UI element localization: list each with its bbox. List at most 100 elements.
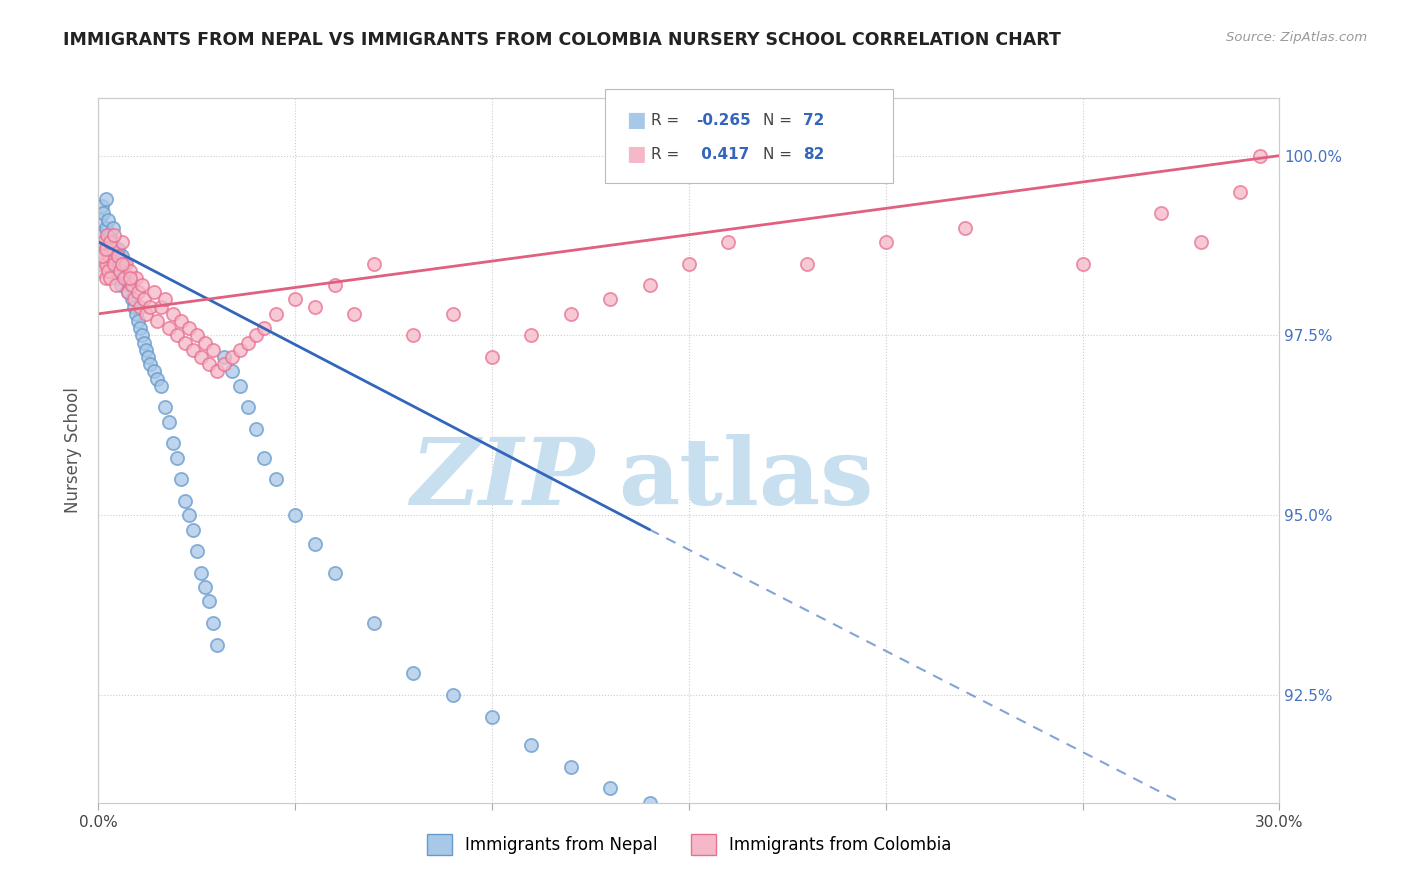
Point <box>138 357 160 371</box>
Text: 82: 82 <box>803 147 824 161</box>
Point <box>94 271 117 285</box>
Point <box>110 278 132 293</box>
Point <box>253 450 276 465</box>
Point <box>91 206 114 220</box>
Text: ■: ■ <box>626 145 645 164</box>
Point <box>125 307 148 321</box>
Point <box>91 249 114 263</box>
Point <box>112 271 135 285</box>
Point <box>638 796 661 810</box>
Point <box>155 401 177 415</box>
Text: R =: R = <box>651 113 685 128</box>
Point <box>115 256 138 270</box>
Point <box>127 314 149 328</box>
Point <box>91 263 114 277</box>
Point <box>229 378 252 392</box>
Point <box>108 256 131 270</box>
Point <box>264 472 287 486</box>
Point <box>520 328 543 343</box>
Point <box>136 350 159 364</box>
Point <box>98 227 121 242</box>
Point <box>146 314 169 328</box>
Point <box>103 227 125 242</box>
Point <box>101 242 124 256</box>
Text: ZIP: ZIP <box>411 434 595 524</box>
Point <box>264 307 287 321</box>
Point <box>111 256 134 270</box>
Point <box>89 256 111 270</box>
Point <box>194 580 217 594</box>
Point <box>111 249 134 263</box>
Point <box>155 293 177 307</box>
Point <box>638 278 661 293</box>
Point <box>177 321 200 335</box>
Point <box>229 343 252 357</box>
Point <box>174 335 197 350</box>
Point <box>108 263 131 277</box>
Text: IMMIGRANTS FROM NEPAL VS IMMIGRANTS FROM COLOMBIA NURSERY SCHOOL CORRELATION CHA: IMMIGRANTS FROM NEPAL VS IMMIGRANTS FROM… <box>63 31 1062 49</box>
Point <box>304 300 326 314</box>
Point <box>150 300 173 314</box>
Point <box>1071 256 1094 270</box>
Point <box>118 278 141 293</box>
Point <box>128 321 150 335</box>
Point <box>599 293 621 307</box>
Point <box>107 242 129 256</box>
Text: ■: ■ <box>626 111 645 130</box>
Point <box>190 350 212 364</box>
Point <box>481 350 503 364</box>
Point <box>146 371 169 385</box>
Text: atlas: atlas <box>619 434 873 524</box>
Point <box>323 566 346 580</box>
Point <box>520 739 543 753</box>
Point <box>96 242 118 256</box>
Point <box>205 364 228 378</box>
Text: N =: N = <box>763 147 797 161</box>
Point <box>245 328 267 343</box>
Point <box>214 357 236 371</box>
Text: N =: N = <box>763 113 797 128</box>
Point <box>1249 148 1271 162</box>
Point <box>197 357 219 371</box>
Point <box>560 760 582 774</box>
Point <box>678 256 700 270</box>
Point <box>717 235 740 249</box>
Point <box>142 285 165 300</box>
Point <box>121 278 143 293</box>
Point <box>170 314 193 328</box>
Point <box>98 235 121 249</box>
Point <box>98 249 121 263</box>
Point <box>138 300 160 314</box>
Point <box>127 285 149 300</box>
Point <box>101 235 124 249</box>
Point <box>93 235 115 249</box>
Point <box>236 401 259 415</box>
Point <box>103 220 125 235</box>
Point <box>481 709 503 723</box>
Point <box>118 271 141 285</box>
Point <box>111 235 134 249</box>
Point <box>96 227 118 242</box>
Point <box>177 508 200 523</box>
Point <box>100 256 122 270</box>
Point <box>117 285 139 300</box>
Point <box>162 436 184 450</box>
Point <box>91 227 114 242</box>
Point <box>796 256 818 270</box>
Point <box>194 335 217 350</box>
Point <box>441 688 464 702</box>
Point <box>284 508 307 523</box>
Point <box>162 307 184 321</box>
Point <box>205 638 228 652</box>
Point <box>118 263 141 277</box>
Point <box>103 263 125 277</box>
Point <box>98 249 121 263</box>
Text: Source: ZipAtlas.com: Source: ZipAtlas.com <box>1226 31 1367 45</box>
Point <box>166 328 188 343</box>
Point <box>132 335 155 350</box>
Point <box>197 594 219 608</box>
Point <box>1150 206 1173 220</box>
Point <box>105 278 128 293</box>
Point <box>190 566 212 580</box>
Point <box>166 450 188 465</box>
